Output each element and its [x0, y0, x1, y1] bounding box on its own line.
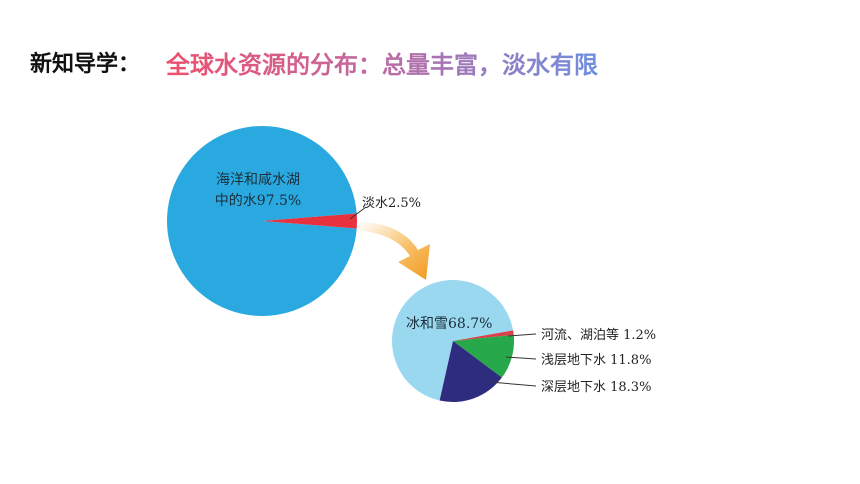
shallow-groundwater-slice [453, 334, 514, 378]
rivers-lakes-slice [453, 330, 514, 341]
deep-groundwater-slice [439, 341, 502, 402]
deep-groundwater-label: 深层地下水 18.3% [541, 380, 651, 395]
ocean-label-line1: 海洋和咸水湖 [216, 172, 300, 188]
shallow-groundwater-label: 浅层地下水 11.8% [541, 353, 651, 368]
curved-arrow-icon [357, 222, 430, 280]
shallow-leader-line [505, 356, 537, 360]
freshwater-breakdown-pie: 冰和雪68.7% 河流、湖泊等 1.2% 浅层地下水 11.8% 深层地下水 1… [391, 279, 656, 402]
global-water-pie: 海洋和咸水湖 中的水97.5% 淡水2.5% [167, 126, 421, 316]
ocean-label-line2: 中的水97.5% [215, 193, 301, 209]
deep-leader-line [489, 381, 537, 387]
freshwater-leader-line [349, 206, 367, 220]
ocean-saltwater-slice [167, 126, 357, 316]
freshwater-label: 淡水2.5% [362, 196, 421, 211]
freshwater-slice [262, 213, 358, 229]
slide-title: 全球水资源的分布：总量丰富，淡水有限 [166, 45, 598, 80]
slide-header: 新知导学： 全球水资源的分布：总量丰富，淡水有限 [30, 40, 598, 84]
section-label: 新知导学： [30, 52, 141, 77]
ice-snow-label: 冰和雪68.7% [406, 316, 492, 332]
rivers-lakes-label: 河流、湖泊等 1.2% [541, 327, 656, 343]
rivers-leader-line [507, 333, 537, 337]
ice-snow-slice [391, 279, 514, 401]
